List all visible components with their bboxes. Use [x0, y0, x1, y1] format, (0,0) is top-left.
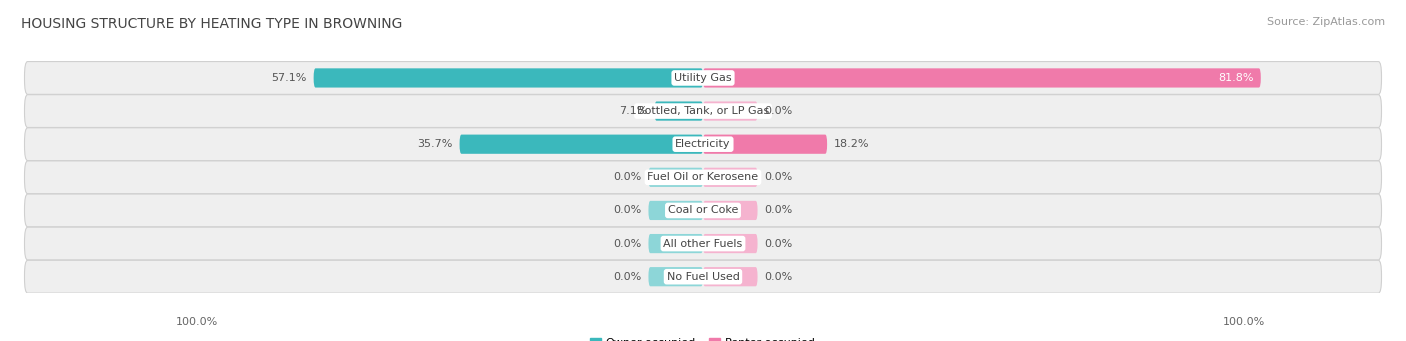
Text: Coal or Coke: Coal or Coke: [668, 205, 738, 216]
Text: No Fuel Used: No Fuel Used: [666, 272, 740, 282]
FancyBboxPatch shape: [703, 267, 758, 286]
FancyBboxPatch shape: [460, 135, 703, 154]
FancyBboxPatch shape: [703, 68, 1261, 88]
Text: 57.1%: 57.1%: [271, 73, 307, 83]
Text: 0.0%: 0.0%: [765, 106, 793, 116]
Text: 0.0%: 0.0%: [613, 239, 641, 249]
Text: 0.0%: 0.0%: [613, 172, 641, 182]
FancyBboxPatch shape: [24, 61, 1382, 94]
FancyBboxPatch shape: [24, 95, 1382, 128]
Text: 0.0%: 0.0%: [765, 172, 793, 182]
Text: 0.0%: 0.0%: [613, 205, 641, 216]
FancyBboxPatch shape: [703, 135, 827, 154]
Text: 81.8%: 81.8%: [1219, 73, 1254, 83]
FancyBboxPatch shape: [648, 267, 703, 286]
FancyBboxPatch shape: [655, 102, 703, 121]
Text: 0.0%: 0.0%: [765, 239, 793, 249]
Text: 100.0%: 100.0%: [176, 317, 218, 327]
Text: 18.2%: 18.2%: [834, 139, 869, 149]
Text: 7.1%: 7.1%: [620, 106, 648, 116]
FancyBboxPatch shape: [24, 128, 1382, 161]
FancyBboxPatch shape: [24, 194, 1382, 227]
Text: 0.0%: 0.0%: [765, 205, 793, 216]
Text: Fuel Oil or Kerosene: Fuel Oil or Kerosene: [647, 172, 759, 182]
Text: Electricity: Electricity: [675, 139, 731, 149]
Text: Bottled, Tank, or LP Gas: Bottled, Tank, or LP Gas: [637, 106, 769, 116]
FancyBboxPatch shape: [648, 234, 703, 253]
FancyBboxPatch shape: [24, 227, 1382, 260]
Text: 100.0%: 100.0%: [1223, 317, 1265, 327]
FancyBboxPatch shape: [703, 102, 758, 121]
FancyBboxPatch shape: [703, 234, 758, 253]
FancyBboxPatch shape: [314, 68, 703, 88]
FancyBboxPatch shape: [703, 201, 758, 220]
Text: 35.7%: 35.7%: [418, 139, 453, 149]
Text: 0.0%: 0.0%: [613, 272, 641, 282]
FancyBboxPatch shape: [703, 168, 758, 187]
Text: Source: ZipAtlas.com: Source: ZipAtlas.com: [1267, 17, 1385, 27]
Text: Utility Gas: Utility Gas: [675, 73, 731, 83]
FancyBboxPatch shape: [648, 168, 703, 187]
Legend: Owner-occupied, Renter-occupied: Owner-occupied, Renter-occupied: [586, 333, 820, 341]
FancyBboxPatch shape: [648, 201, 703, 220]
FancyBboxPatch shape: [24, 161, 1382, 194]
Text: All other Fuels: All other Fuels: [664, 239, 742, 249]
Text: 0.0%: 0.0%: [765, 272, 793, 282]
FancyBboxPatch shape: [24, 260, 1382, 293]
Text: HOUSING STRUCTURE BY HEATING TYPE IN BROWNING: HOUSING STRUCTURE BY HEATING TYPE IN BRO…: [21, 17, 402, 31]
